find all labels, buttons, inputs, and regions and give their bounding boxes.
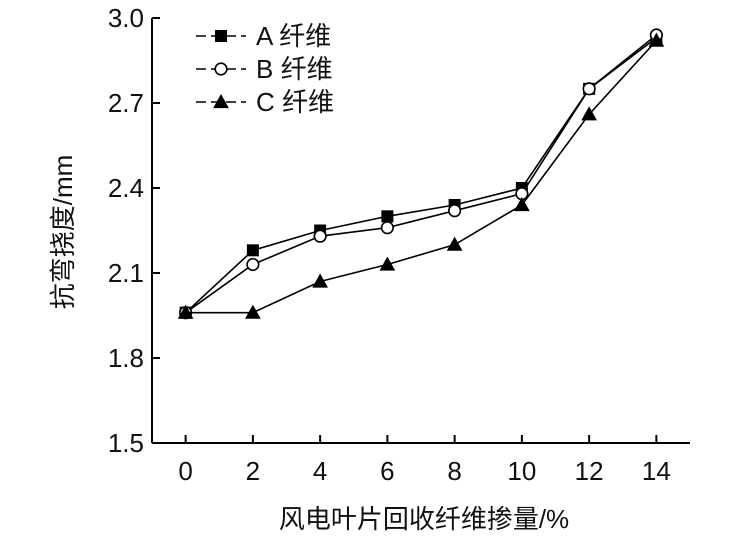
series-b — [179, 28, 663, 320]
y-tick-label: 2.7 — [108, 88, 144, 118]
data-point — [446, 236, 463, 251]
data-point — [379, 256, 396, 271]
x-tick-label: 8 — [447, 456, 461, 486]
data-point — [313, 229, 327, 243]
y-tick-label: 2.1 — [108, 258, 144, 288]
legend-item: A 纤维 — [196, 21, 331, 51]
x-tick-label: 6 — [380, 456, 394, 486]
y-tick-label: 1.8 — [108, 343, 144, 373]
data-point — [448, 204, 462, 218]
series-c — [177, 32, 665, 319]
data-point — [312, 273, 328, 288]
data-point — [582, 82, 596, 96]
series-line — [185, 34, 657, 314]
y-tick-label: 1.5 — [108, 428, 144, 458]
data-point — [648, 32, 665, 47]
legend-item: C 纤维 — [196, 87, 334, 117]
x-tick-label: 2 — [246, 456, 260, 486]
legend-label: A 纤维 — [256, 21, 331, 51]
data-point — [246, 257, 260, 272]
x-tick-label: 10 — [507, 456, 536, 486]
y-tick-label: 3.0 — [108, 3, 144, 33]
legend-marker — [214, 62, 228, 76]
data-point — [246, 244, 259, 257]
legend-item: B 纤维 — [196, 54, 333, 84]
y-axis-title: 抗弯挠度/mm — [48, 155, 78, 310]
data-point — [380, 221, 394, 235]
x-axis-title: 风电叶片回收纤维掺量/% — [279, 504, 569, 534]
legend-label: C 纤维 — [256, 87, 334, 117]
series-line — [185, 40, 657, 314]
series-layer — [177, 28, 665, 320]
y-tick-label: 2.4 — [108, 173, 144, 203]
legend-label: B 纤维 — [256, 54, 333, 84]
x-tick-label: 4 — [313, 456, 327, 486]
series-a — [179, 31, 663, 319]
x-tick-label: 0 — [178, 456, 192, 486]
data-point — [381, 210, 394, 223]
data-point — [581, 106, 597, 121]
data-point — [514, 196, 530, 212]
legend: A 纤维B 纤维C 纤维 — [196, 21, 334, 117]
legend-marker — [215, 30, 227, 42]
axes: 1.5 1.8 2.1 2.4 2.7 3.0 0 2 4 6 8 10 12 14 — [108, 3, 690, 486]
data-point — [245, 304, 261, 319]
x-tick-label: 14 — [642, 456, 671, 486]
data-point — [177, 304, 194, 319]
x-tick-label: 12 — [575, 456, 604, 486]
legend-marker — [213, 93, 229, 109]
